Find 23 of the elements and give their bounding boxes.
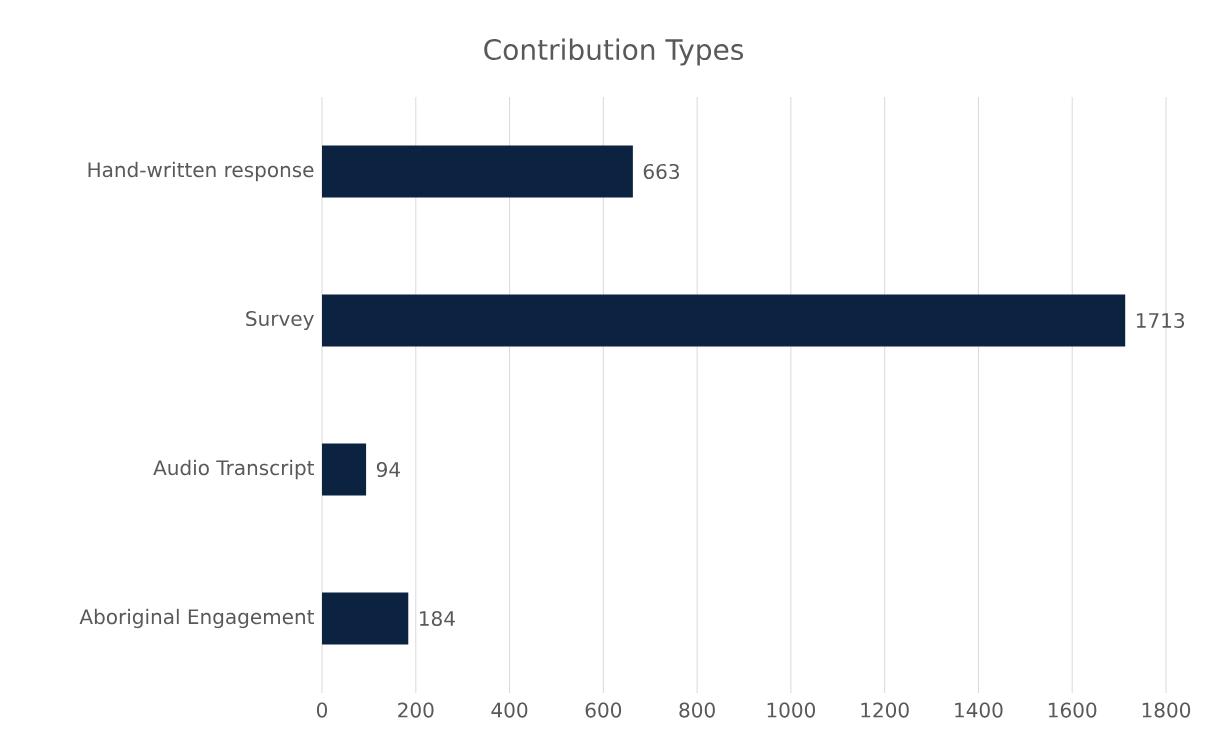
- x-tick-label: 1800: [1142, 702, 1191, 718]
- data-label: 94: [376, 461, 400, 478]
- x-tick-label: 1400: [955, 702, 1003, 718]
- data-label: 1713: [1136, 312, 1185, 329]
- x-tick-label: 1600: [1048, 702, 1097, 718]
- chart-title: Contribution Types: [484, 38, 744, 66]
- bar: [322, 294, 1126, 347]
- data-label: 663: [643, 163, 679, 180]
- x-tick-label: 0: [316, 702, 328, 718]
- x-tick-label: 600: [585, 702, 622, 718]
- data-label: 184: [420, 610, 455, 627]
- x-tick-label: 400: [491, 702, 528, 718]
- x-tick-label: 800: [679, 702, 715, 718]
- y-tick-label: Survey: [246, 311, 314, 330]
- x-tick-label: 200: [398, 702, 434, 718]
- x-tick-label: 1200: [861, 702, 909, 718]
- y-tick-label: Aboriginal Engagement: [79, 608, 315, 629]
- bar: [322, 145, 633, 198]
- bar: [322, 592, 409, 645]
- bar: [322, 443, 367, 496]
- y-tick-label: Audio Transcript: [153, 459, 315, 480]
- y-tick-label: Hand-written response: [88, 161, 314, 182]
- x-tick-label: 1000: [767, 702, 815, 718]
